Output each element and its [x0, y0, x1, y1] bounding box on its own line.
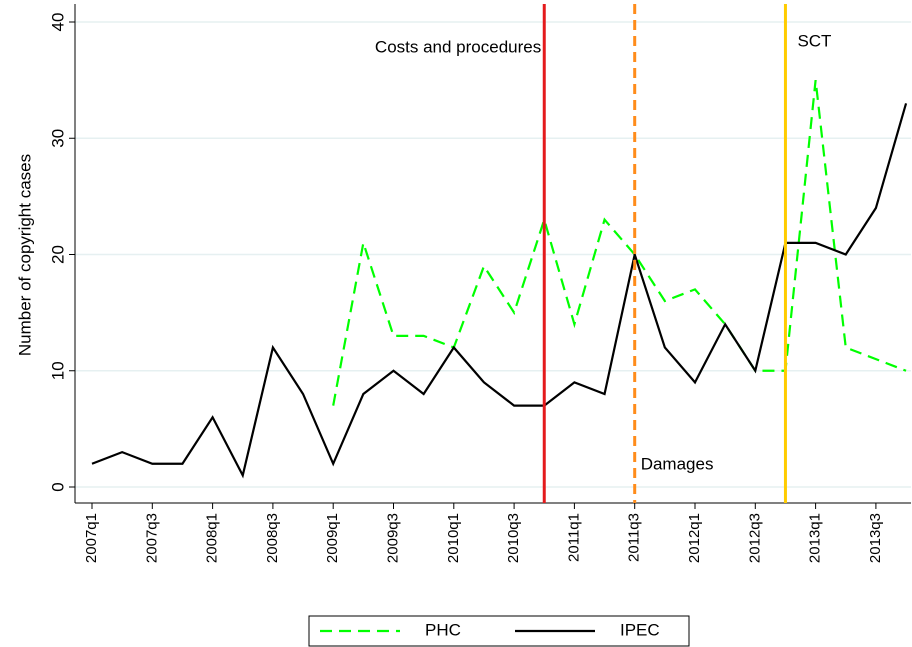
y-tick-label: 20: [48, 245, 67, 264]
x-tick-label: 2012q1: [686, 513, 703, 563]
series-line: [91, 103, 908, 479]
x-tick-label: 2009q3: [384, 513, 401, 563]
x-tick-label: 2012q3: [746, 513, 763, 563]
x-tick-label: 2013q1: [807, 513, 824, 563]
x-tick-label: 2007q3: [143, 513, 160, 563]
x-tick-label: 2011q3: [626, 513, 643, 562]
annotation: Damages: [641, 454, 714, 473]
legend-label: PHC: [425, 620, 461, 639]
annotation: SCT: [797, 31, 831, 50]
x-tick-label: 2007q1: [83, 513, 100, 563]
legend-label: IPEC: [620, 620, 660, 639]
legend-box: [308, 615, 690, 647]
series-line: [332, 80, 907, 406]
y-tick-label: 0: [48, 482, 67, 491]
x-tick-label: 2008q1: [204, 513, 221, 563]
y-axis-title: Number of copyright cases: [15, 154, 34, 356]
x-tick-label: 2013q3: [867, 513, 884, 563]
y-tick-label: 30: [48, 129, 67, 148]
y-tick-label: 40: [48, 13, 67, 32]
x-tick-label: 2008q3: [264, 513, 281, 563]
annotation: Costs and procedures: [375, 37, 541, 56]
y-tick-label: 10: [48, 361, 67, 380]
x-tick-label: 2010q3: [505, 513, 522, 563]
x-tick-label: 2009q1: [324, 513, 341, 563]
x-tick-label: 2011q1: [565, 513, 582, 562]
x-tick-label: 2010q1: [445, 513, 462, 563]
